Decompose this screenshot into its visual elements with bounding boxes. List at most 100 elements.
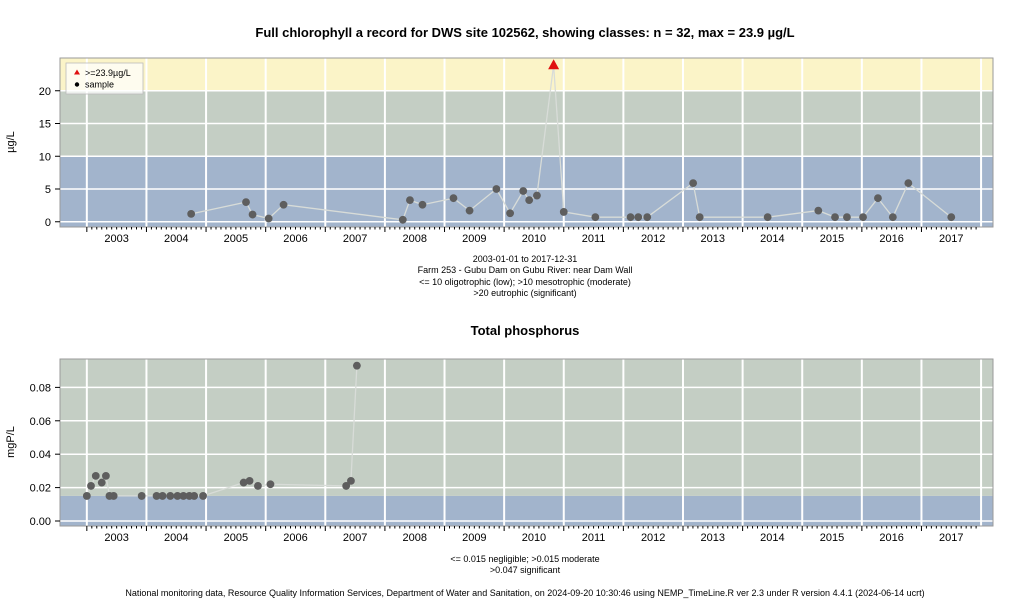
chart2-xtick-label-2010: 2010 [522,532,546,544]
chart1-point-29 [904,179,913,188]
chart2-point-2 [91,472,100,480]
chart2-point-7 [137,492,146,500]
chart2-point-4 [102,472,110,480]
chart2-point-14 [190,492,199,500]
chart2-xtick-label-2004: 2004 [164,532,188,544]
chart1-caption-class-significant: >20 eutrophic (significant) [473,288,576,298]
chart1-legend-label-max: >=23.9µg/L [85,68,131,78]
chart1-point-30 [947,213,956,222]
chart2-ytick-label-0: 0.00 [30,516,51,528]
chart1-point-3 [264,214,273,223]
chart2-ytick-label-3: 0.06 [30,416,51,428]
chart1-point-7 [418,200,427,209]
chart1-xtick-label-2004: 2004 [164,233,188,245]
chart2-xtick-label-2005: 2005 [224,532,248,544]
chart2-title: Total phosphorus [471,323,580,338]
chart2-ylabel: mgP/L [5,426,17,458]
chart2-xtick-label-2017: 2017 [939,532,963,544]
chart1-point-1 [242,198,250,207]
chart2-point-1 [87,482,95,490]
chart1-point-25 [843,213,851,222]
chart1-point-12 [519,187,528,195]
chart2-point-18 [254,482,262,490]
chart1-xtick-label-2009: 2009 [462,233,486,245]
chart2-point-6 [109,492,118,500]
chart1-max-point [548,59,560,70]
chart1-point-13 [525,196,534,205]
chart1-point-17 [626,213,635,222]
chart1-ytick-label-0: 0 [45,217,51,229]
chart1-legend-box [65,62,144,95]
chart2-point-11 [173,492,182,500]
chart2-xtick-label-2016: 2016 [879,532,903,544]
chart1-point-11 [506,209,515,218]
chart2-caption-significant: >0.047 significant [490,565,561,575]
chart2-point-16 [239,478,248,487]
chart2-xtick-label-2007: 2007 [343,532,367,544]
chart1-legend-marker-max [74,69,80,75]
chart2-ytick-label-4: 0.08 [30,382,51,394]
footer-credit: National monitoring data, Resource Quali… [125,588,924,598]
chart1-point-9 [465,206,474,215]
chart1-point-21 [695,213,704,222]
chart2-point-0 [82,492,91,500]
chart1-point-16 [591,213,600,222]
chart1-caption-date-range: 2003-01-01 to 2017-12-31 [473,254,578,264]
chart1-xtick-label-2015: 2015 [820,233,844,245]
chart2-xtick-label-2009: 2009 [462,532,486,544]
chart2-point-9 [158,492,167,500]
chart1-ytick-label-4: 20 [39,86,51,98]
chart1-xtick-label-2010: 2010 [522,233,546,245]
chart2-plot-frame [59,358,994,527]
chart1-point-5 [398,215,407,224]
chart1-point-6 [406,196,414,205]
chart2-xtick-label-2013: 2013 [701,532,725,544]
chart2-point-12 [179,492,188,500]
chart1-xtick-label-2017: 2017 [939,233,963,245]
chart1-point-27 [874,194,882,203]
chart1-legend-marker-sample [74,82,80,87]
chart1-ytick-label-1: 5 [45,184,51,196]
chart2-point-3 [97,478,106,487]
chart2-xtick-label-2003: 2003 [104,532,128,544]
chart1-title: Full chlorophyll a record for DWS site 1… [255,25,794,40]
chart2-xtick-label-2015: 2015 [820,532,844,544]
chart1-class-band-2 [60,58,993,91]
chart1-point-28 [888,213,897,222]
chart1-xtick-label-2013: 2013 [701,233,725,245]
chart2-ytick-label-2: 0.04 [30,449,51,461]
phosphorus-panel: 0.00 0.02 0.04 0.06 0.08 mgP/L 2003 2004 2005 200… [5,358,994,544]
chart1-point-0 [187,209,196,218]
chart1-point-18 [634,213,643,222]
chart1-ytick-label-3: 15 [39,119,51,131]
chart2-point-17 [245,477,254,485]
chart1-legend-label-sample: sample [85,80,114,90]
chart1-xtick-label-2016: 2016 [879,233,903,245]
chart2-class-band-1 [60,359,993,496]
chart1-ylabel: µg/L [5,131,17,153]
chart2-point-15 [199,492,207,500]
chart1-point-19 [643,213,652,222]
chart1-xtick-label-2007: 2007 [343,233,367,245]
chart2-point-21 [347,477,355,485]
chart2-caption-classes: <= 0.015 negligible; >0.015 moderate [450,554,599,564]
chart2-point-19 [266,480,275,489]
chart1-ytick-label-2: 10 [39,151,51,163]
chart2-ytick-label-1: 0.02 [30,483,51,495]
chart2-xtick-label-2011: 2011 [582,532,606,544]
chart2-point-8 [152,492,161,500]
chart1-caption-site: Farm 253 - Gubu Dam on Gubu River: near … [418,265,633,275]
chart2-point-22 [352,361,361,370]
chart1-point-15 [559,208,568,216]
chart1-xtick-label-2014: 2014 [760,233,784,245]
chlorophyll-panel: 0 5 10 15 20 µg/L 2003 2004 2005 2006 2007 2008 2009… [5,57,994,245]
chart1-xtick-label-2003: 2003 [104,233,128,245]
chart1-point-23 [814,206,823,215]
chart1-xtick-label-2011: 2011 [582,233,606,245]
chart1-point-8 [449,194,458,203]
chart1-point-22 [763,213,772,222]
chart1-point-2 [248,210,257,219]
chart1-xtick-label-2012: 2012 [641,233,665,245]
chart2-point-10 [166,492,175,500]
